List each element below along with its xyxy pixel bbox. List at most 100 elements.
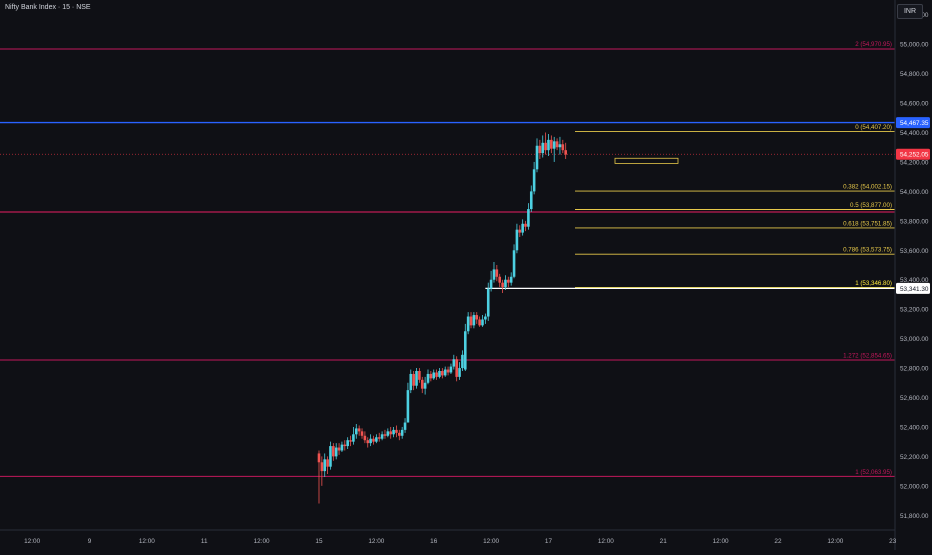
x-tick-label: 12:00 bbox=[827, 538, 843, 545]
candle-body bbox=[544, 142, 547, 151]
candle-body bbox=[352, 434, 355, 442]
candle-body bbox=[455, 359, 458, 377]
candle-body bbox=[409, 373, 413, 391]
candle-body bbox=[366, 440, 370, 444]
x-tick-label: 17 bbox=[545, 538, 553, 545]
candle-body bbox=[323, 459, 327, 472]
price-axis-background bbox=[895, 0, 932, 550]
currency-button[interactable]: INR bbox=[897, 4, 923, 19]
x-tick-label: 22 bbox=[774, 538, 782, 545]
fib-label: 0.786 (53,573.75) bbox=[843, 247, 892, 254]
candle-body bbox=[360, 431, 364, 436]
y-tick-label: 53,200.00 bbox=[900, 307, 929, 314]
candle-body bbox=[449, 366, 453, 373]
y-tick-label: 52,200.00 bbox=[900, 454, 929, 461]
candle-body bbox=[412, 373, 415, 386]
candle-body bbox=[423, 382, 427, 389]
candle-body bbox=[481, 319, 484, 326]
candle-body bbox=[340, 444, 344, 451]
y-tick-label: 51,800.00 bbox=[900, 513, 929, 520]
x-tick-label: 12:00 bbox=[139, 538, 155, 545]
candle-body bbox=[326, 459, 329, 467]
candle-body bbox=[532, 169, 536, 192]
candle-body bbox=[349, 440, 352, 442]
candle-body bbox=[400, 429, 404, 436]
candle-body bbox=[452, 359, 456, 367]
candle-body bbox=[334, 447, 338, 457]
candle-body bbox=[354, 428, 358, 435]
y-tick-label: 53,600.00 bbox=[900, 248, 929, 255]
candle-body bbox=[461, 354, 464, 369]
x-tick-label: 12:00 bbox=[254, 538, 270, 545]
candle-body bbox=[564, 150, 567, 155]
y-tick-label: 53,800.00 bbox=[900, 218, 929, 225]
candle-body bbox=[369, 438, 372, 444]
candle-body bbox=[486, 288, 490, 317]
y-tick-label: 52,000.00 bbox=[900, 483, 929, 490]
y-tick-label: 53,400.00 bbox=[900, 277, 929, 284]
candle-body bbox=[529, 191, 533, 210]
y-tick-label: 54,800.00 bbox=[900, 71, 929, 78]
x-tick-label: 21 bbox=[660, 538, 668, 545]
fib-label: 0.382 (54,002.15) bbox=[843, 184, 892, 191]
candle-body bbox=[443, 369, 447, 376]
candle-body bbox=[363, 435, 367, 441]
x-tick-label: 11 bbox=[201, 538, 208, 545]
candle-body bbox=[498, 276, 502, 283]
y-tick-label: 53,000.00 bbox=[900, 336, 929, 343]
candle-body bbox=[558, 144, 562, 148]
candle-body bbox=[403, 422, 407, 430]
candle-body bbox=[426, 373, 430, 383]
candle-body bbox=[357, 428, 361, 432]
candle-body bbox=[398, 432, 401, 436]
candle-body bbox=[458, 368, 461, 377]
candle-body bbox=[380, 434, 384, 439]
x-tick-label: 15 bbox=[315, 538, 323, 545]
fib-label: 0.5 (53,877.00) bbox=[850, 202, 892, 209]
candle-body bbox=[484, 316, 487, 320]
candle-body bbox=[343, 444, 347, 447]
candle-body bbox=[463, 331, 467, 370]
candle-body bbox=[541, 142, 545, 154]
y-tick-label: 54,400.00 bbox=[900, 130, 929, 137]
candle-body bbox=[495, 269, 499, 277]
fib-label: 0.618 (53,751.85) bbox=[843, 220, 892, 227]
candle-body bbox=[512, 250, 516, 277]
y-tick-label: 54,600.00 bbox=[900, 101, 929, 108]
candle-body bbox=[375, 437, 378, 442]
candle-body bbox=[515, 229, 519, 251]
candle-body bbox=[550, 139, 553, 149]
candle-body bbox=[389, 431, 393, 435]
candle-body bbox=[507, 279, 510, 283]
x-tick-label: 12:00 bbox=[368, 538, 384, 545]
candle-body bbox=[418, 371, 421, 380]
price-tag bbox=[896, 282, 930, 294]
candle-body bbox=[561, 144, 565, 151]
y-tick-label: 54,200.00 bbox=[900, 159, 929, 166]
candle-body bbox=[438, 371, 441, 377]
candle-body bbox=[492, 269, 496, 280]
candle-body bbox=[547, 139, 550, 151]
x-tick-label: 9 bbox=[88, 538, 92, 545]
candle-body bbox=[509, 276, 513, 283]
candle-body bbox=[406, 390, 410, 423]
candle-body bbox=[432, 372, 436, 379]
price-tag bbox=[896, 117, 930, 129]
x-tick-label: 12:00 bbox=[598, 538, 614, 545]
x-tick-label: 12:00 bbox=[24, 538, 40, 545]
candle-body bbox=[392, 429, 395, 435]
fib-label: 1 (53,346.80) bbox=[855, 280, 892, 287]
candle-body bbox=[420, 379, 424, 389]
candle-body bbox=[415, 371, 418, 386]
price-tag-label: 54,252.05 bbox=[900, 152, 929, 159]
candle-body bbox=[552, 141, 556, 149]
candle-body bbox=[469, 316, 473, 326]
candle-body bbox=[383, 434, 387, 436]
y-tick-label: 52,800.00 bbox=[900, 366, 929, 373]
candle-body bbox=[489, 279, 493, 289]
x-tick-label: 12:00 bbox=[713, 538, 729, 545]
candle-body bbox=[475, 315, 479, 320]
